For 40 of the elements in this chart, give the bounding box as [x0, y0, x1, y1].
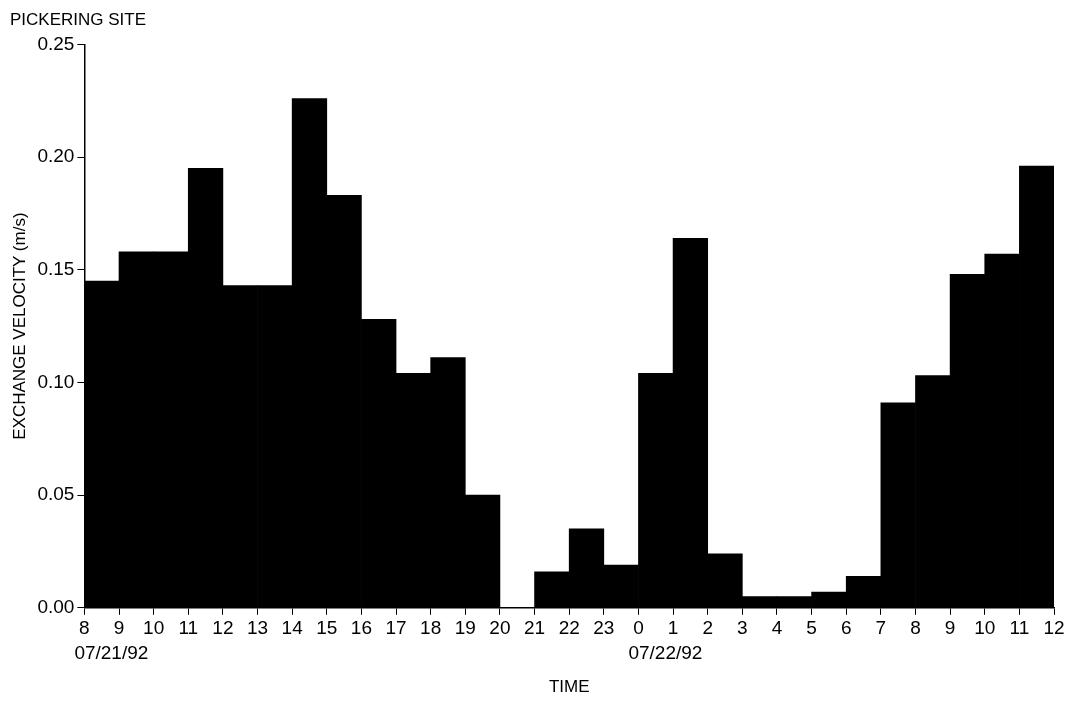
x-tick-label: 12	[1043, 617, 1065, 639]
x-tick-label: 14	[281, 617, 304, 639]
x-tick-label: 1	[667, 617, 679, 639]
x-tick-label: 9	[113, 617, 125, 639]
chart-title: PICKERING SITE	[10, 9, 147, 29]
x-tick-label: 23	[593, 617, 615, 639]
y-axis-title: EXCHANGE VELOCITY (m/s)	[9, 212, 29, 440]
x-axis-title: TIME	[548, 677, 590, 697]
x-tick-label: 11	[1009, 617, 1030, 639]
text: 07/22/92	[628, 641, 703, 663]
x-tick-label: 0	[633, 617, 644, 639]
x-tick-label: 8	[79, 617, 90, 639]
x-tick-label: 9	[944, 617, 956, 639]
x-tick-label: 13	[246, 617, 269, 639]
x-tick-label: 18	[420, 617, 442, 639]
x-tick-label: 10	[974, 617, 996, 639]
x-tick-label: 15	[316, 617, 338, 639]
x-tick-label: 10	[143, 617, 165, 639]
x-tick-label: 22	[558, 617, 580, 639]
x-tick-label: 5	[806, 617, 817, 639]
x-tick-label: 3	[737, 617, 748, 639]
y-tick-label: 0.20	[37, 145, 75, 167]
x-tick-label: 11	[178, 617, 199, 639]
x-tick-label: 19	[454, 617, 476, 639]
y-tick-label: 0.00	[37, 596, 75, 618]
x-tick-label: 4	[771, 617, 783, 639]
x-tick-label: 12	[212, 617, 234, 639]
x-tick-label: 16	[350, 617, 372, 639]
x-tick-label: 17	[385, 617, 407, 639]
x-tick-label: 7	[875, 617, 887, 639]
y-tick-label: 0.05	[37, 483, 75, 505]
x-tick-label: 20	[489, 617, 511, 639]
y-tick-label: 0.15	[37, 257, 75, 279]
y-tick-label: 0.10	[37, 370, 75, 392]
text: 07/21/92	[74, 641, 149, 663]
x-tick-label: 2	[702, 617, 713, 639]
y-tick-label: 0.25	[37, 32, 75, 54]
x-tick-label: 6	[840, 617, 852, 639]
x-tick-label: 8	[910, 617, 921, 639]
x-tick-label: 21	[523, 617, 546, 639]
